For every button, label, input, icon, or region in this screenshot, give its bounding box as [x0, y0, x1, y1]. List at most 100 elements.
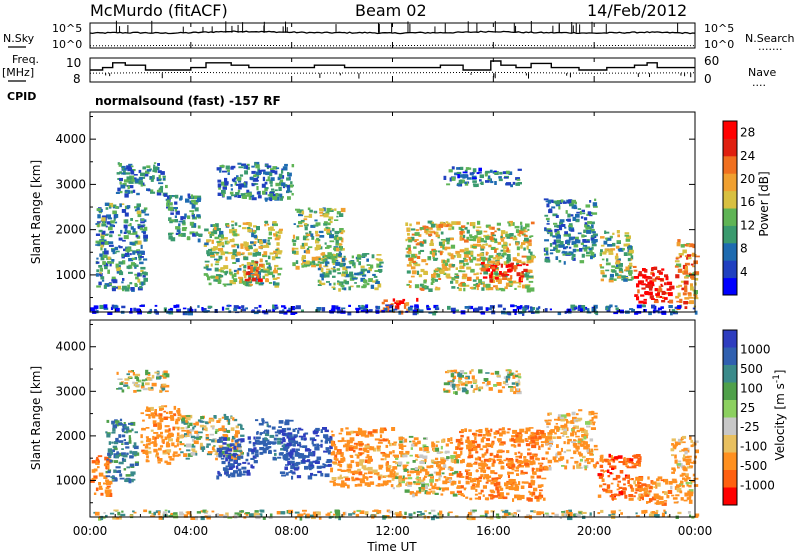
- echo-cell: [452, 472, 456, 475]
- echo-cell: [217, 439, 220, 443]
- echo-cell: [584, 235, 587, 237]
- echo-cell: [116, 172, 121, 175]
- echo-cell: [254, 271, 258, 276]
- echo-cell: [286, 458, 291, 461]
- echo-cell: [211, 239, 214, 244]
- echo-cell: [327, 449, 331, 453]
- echo-cell: [177, 453, 181, 457]
- echo-cell: [571, 199, 576, 204]
- echo-cell: [616, 483, 620, 487]
- echo-cell: [367, 459, 372, 462]
- echo-cell: [451, 176, 456, 181]
- echo-cell: [444, 224, 450, 226]
- echo-cell: [306, 233, 311, 237]
- echo-cell: [392, 308, 398, 311]
- echo-cell: [459, 231, 464, 235]
- echo-cell: [574, 236, 579, 241]
- echo-cell: [404, 438, 408, 443]
- echo-cell: [343, 476, 349, 479]
- cpid-label: CPID: [7, 90, 36, 103]
- echo-cell: [430, 240, 434, 244]
- echo-cell: [398, 300, 402, 303]
- echo-cell: [263, 311, 269, 315]
- echo-cell: [145, 427, 150, 429]
- echo-cell: [632, 265, 637, 268]
- echo-cell: [685, 274, 690, 278]
- echo-cell: [472, 172, 475, 174]
- echo-cell: [136, 210, 142, 215]
- echo-cell: [509, 233, 514, 237]
- echo-cell: [421, 489, 424, 492]
- echo-cell: [170, 418, 175, 421]
- echo-cell: [453, 369, 458, 372]
- echo-cell: [150, 406, 154, 411]
- echo-cell: [293, 436, 297, 439]
- echo-cell: [377, 483, 381, 487]
- echo-cell: [328, 218, 331, 221]
- echo-cell: [398, 483, 402, 487]
- echo-cell: [366, 264, 371, 266]
- echo-cell: [431, 277, 435, 282]
- echo-cell: [334, 446, 338, 451]
- echo-cell: [480, 262, 485, 265]
- echo-cell: [238, 471, 242, 476]
- echo-cell: [126, 265, 131, 269]
- echo-cell: [165, 384, 170, 388]
- echo-cell: [336, 215, 339, 218]
- echo-cell: [393, 441, 398, 444]
- echo-cell: [110, 451, 114, 455]
- echo-cell: [102, 254, 108, 258]
- echo-cell: [584, 460, 587, 463]
- echo-cell: [232, 262, 237, 264]
- echo-cell: [459, 235, 463, 238]
- echo-cell: [433, 448, 438, 452]
- echo-cell: [435, 471, 440, 476]
- echo-cell: [196, 438, 201, 440]
- echo-cell: [329, 445, 333, 450]
- echo-cell: [530, 435, 535, 440]
- echo-cell: [508, 284, 513, 287]
- echo-cell: [392, 454, 397, 457]
- echo-cell: [489, 279, 494, 283]
- echo-cell: [136, 203, 141, 207]
- echo-cell: [237, 455, 240, 460]
- echo-cell: [488, 226, 492, 229]
- echo-cell: [568, 311, 572, 314]
- echo-cell: [470, 486, 476, 490]
- echo-cell: [187, 425, 190, 428]
- echo-cell: [481, 287, 485, 291]
- echo-cell: [584, 459, 590, 462]
- echo-cell: [156, 191, 162, 196]
- echo-cell: [142, 274, 146, 278]
- echo-cell: [589, 413, 592, 416]
- echo-cell: [496, 477, 501, 480]
- echo-cell: [258, 169, 262, 174]
- echo-cell: [124, 254, 128, 257]
- echo-cell: [622, 248, 625, 251]
- echo-cell: [264, 429, 269, 432]
- echo-cell: [421, 482, 425, 485]
- echo-cell: [150, 412, 155, 416]
- echo-cell: [642, 274, 647, 279]
- echo-cell: [339, 213, 344, 217]
- echo-cell: [414, 239, 419, 241]
- echo-cell: [513, 305, 517, 307]
- echo-cell: [606, 484, 611, 489]
- echo-cell: [243, 165, 248, 169]
- echo-cell: [160, 431, 163, 435]
- echo-cell: [141, 449, 145, 453]
- echo-cell: [262, 246, 265, 248]
- echo-cell: [271, 193, 276, 198]
- echo-cell: [496, 382, 502, 386]
- echo-cell: [520, 452, 523, 456]
- echo-cell: [513, 391, 517, 395]
- echo-cell: [617, 263, 623, 267]
- echo-cell: [227, 468, 230, 471]
- echo-cell: [197, 195, 202, 199]
- echo-cell: [408, 285, 412, 289]
- echo-cell: [589, 419, 593, 422]
- echo-cell: [265, 421, 269, 424]
- echo-cell: [116, 266, 121, 272]
- echo-cell: [636, 460, 642, 463]
- echo-cell: [480, 267, 486, 272]
